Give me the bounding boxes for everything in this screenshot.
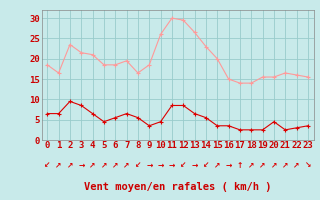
Text: ↗: ↗ (214, 160, 220, 170)
Text: ↙: ↙ (44, 160, 51, 170)
Text: ↗: ↗ (67, 160, 73, 170)
Text: →: → (157, 160, 164, 170)
Text: ↗: ↗ (293, 160, 300, 170)
Text: ↗: ↗ (55, 160, 62, 170)
Text: ↗: ↗ (282, 160, 288, 170)
Text: →: → (146, 160, 152, 170)
Text: ↗: ↗ (260, 160, 266, 170)
Text: ↗: ↗ (248, 160, 254, 170)
Text: →: → (225, 160, 232, 170)
Text: ↑: ↑ (237, 160, 243, 170)
Text: ↗: ↗ (101, 160, 107, 170)
Text: →: → (169, 160, 175, 170)
Text: ↙: ↙ (203, 160, 209, 170)
Text: Vent moyen/en rafales ( km/h ): Vent moyen/en rafales ( km/h ) (84, 182, 271, 192)
Text: →: → (191, 160, 198, 170)
Text: ↗: ↗ (89, 160, 96, 170)
Text: ↗: ↗ (124, 160, 130, 170)
Text: ↙: ↙ (135, 160, 141, 170)
Text: ↗: ↗ (271, 160, 277, 170)
Text: ↘: ↘ (305, 160, 311, 170)
Text: ↗: ↗ (112, 160, 118, 170)
Text: ↙: ↙ (180, 160, 187, 170)
Text: →: → (78, 160, 84, 170)
